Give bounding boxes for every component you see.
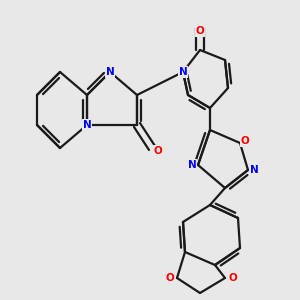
Text: O: O [241, 136, 250, 146]
Text: O: O [228, 273, 237, 283]
Text: N: N [82, 120, 91, 130]
Text: O: O [154, 146, 162, 156]
Text: O: O [196, 26, 204, 36]
Text: N: N [178, 67, 188, 77]
Text: N: N [250, 165, 258, 175]
Text: N: N [188, 160, 196, 170]
Text: O: O [165, 273, 174, 283]
Text: N: N [106, 67, 114, 77]
